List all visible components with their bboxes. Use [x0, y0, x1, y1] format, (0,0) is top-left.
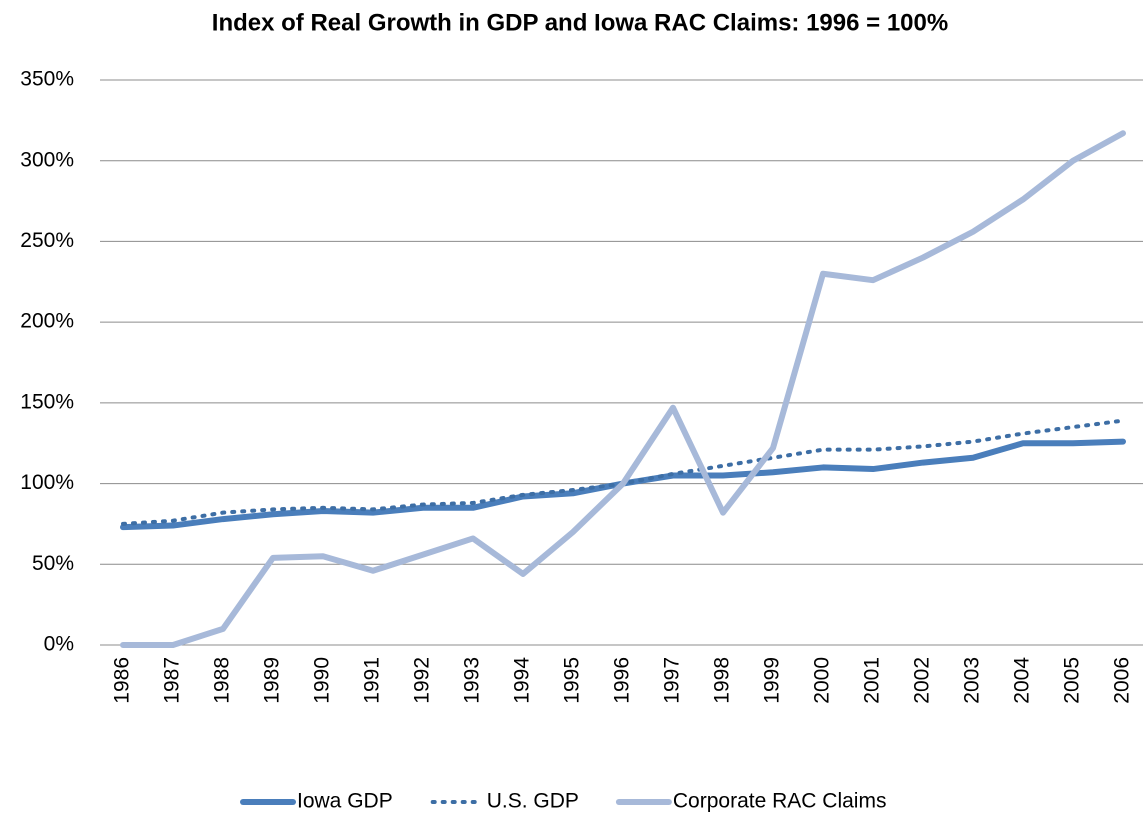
- x-tick-label: 1990: [311, 657, 334, 704]
- x-tick-label: 1996: [611, 657, 634, 704]
- y-tick-label: 200%: [20, 310, 74, 333]
- chart-title: Index of Real Growth in GDP and Iowa RAC…: [212, 9, 948, 36]
- x-tick-label: 1991: [361, 657, 384, 704]
- x-tick-label: 1988: [211, 657, 234, 704]
- legend-label: Iowa GDP: [297, 790, 393, 813]
- x-tick-label: 1995: [561, 657, 584, 704]
- x-tick-label: 1994: [511, 657, 534, 704]
- x-tick-label: 2001: [861, 657, 884, 704]
- y-tick-label: 250%: [20, 229, 74, 252]
- legend-label: U.S. GDP: [487, 790, 579, 813]
- x-tick-label: 1992: [411, 657, 434, 704]
- x-tick-label: 2002: [911, 657, 934, 704]
- y-tick-label: 300%: [20, 148, 74, 171]
- x-tick-label: 1993: [461, 657, 484, 704]
- x-tick-label: 1986: [111, 657, 134, 704]
- legend-label: Corporate RAC Claims: [673, 790, 887, 813]
- x-tick-label: 2003: [961, 657, 984, 704]
- x-tick-label: 1989: [261, 657, 284, 704]
- x-tick-label: 1999: [761, 657, 784, 704]
- series-line: [120, 130, 1126, 648]
- x-tick-label: 2006: [1111, 657, 1134, 704]
- x-tick-label: 2004: [1011, 657, 1034, 704]
- x-tick-label: 2005: [1061, 657, 1084, 704]
- y-tick-label: 50%: [32, 552, 74, 575]
- x-tick-label: 2000: [811, 657, 834, 704]
- y-tick-label: 100%: [20, 471, 74, 494]
- x-tick-label: 1997: [661, 657, 684, 704]
- y-tick-label: 0%: [44, 633, 74, 656]
- x-tick-label: 1998: [711, 657, 734, 704]
- y-tick-label: 350%: [20, 68, 74, 91]
- x-tick-label: 1987: [161, 657, 184, 704]
- series-line: [121, 418, 1125, 526]
- y-tick-label: 150%: [20, 390, 74, 413]
